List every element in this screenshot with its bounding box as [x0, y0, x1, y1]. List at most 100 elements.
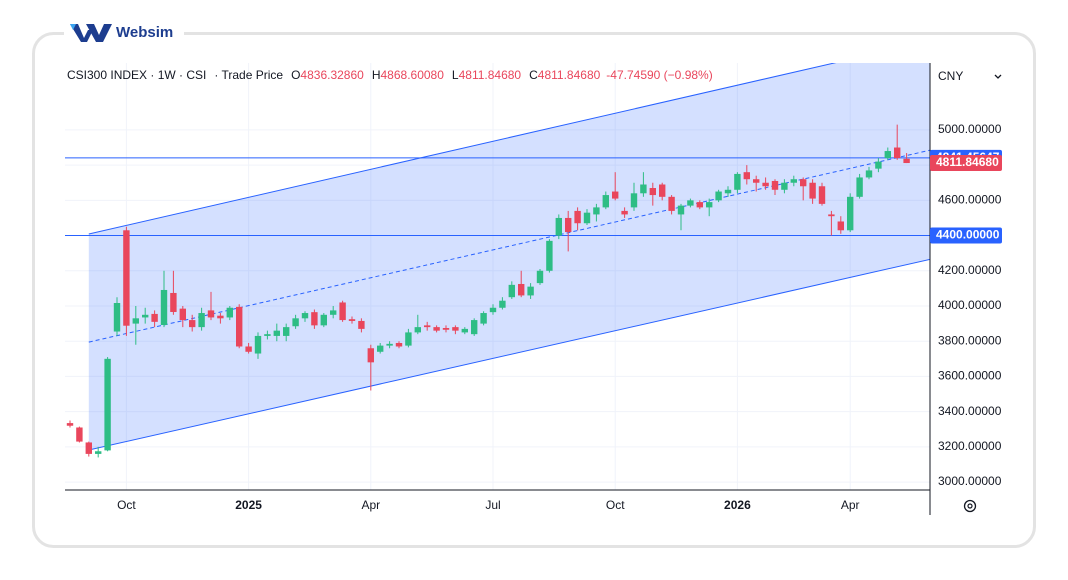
- channel-lower: [88, 258, 930, 451]
- candle-body: [781, 182, 788, 190]
- candle-body: [847, 196, 854, 231]
- candle-body: [518, 283, 525, 296]
- candle-body: [142, 314, 149, 318]
- candle-body: [311, 312, 318, 326]
- x-tick-label: Jul: [485, 498, 500, 512]
- candle-body: [818, 186, 826, 204]
- candle-body: [104, 358, 111, 451]
- candle-body: [480, 313, 487, 324]
- price-type: · Trade Price: [214, 68, 284, 82]
- settings-icon[interactable]: [963, 499, 977, 513]
- candle-body: [207, 310, 215, 318]
- y-tick-label: 4600.00000: [938, 193, 1002, 207]
- candle-body: [734, 173, 741, 190]
- candle-body: [828, 214, 835, 217]
- candle-body: [198, 313, 205, 328]
- line-price-label-bg: [930, 227, 1002, 244]
- candle-body: [875, 161, 882, 169]
- ohlc-value: 4836.32860: [300, 68, 364, 82]
- candle-body: [612, 191, 619, 199]
- plot: [65, 63, 930, 490]
- candle-body: [414, 327, 421, 333]
- candle-body: [358, 320, 365, 329]
- y-tick-label: 4200.00000: [938, 263, 1002, 277]
- candle-body: [461, 328, 468, 333]
- candle-body: [659, 184, 666, 197]
- currency[interactable]: CNY: [938, 69, 963, 83]
- candle-body: [565, 217, 572, 233]
- x-tick-label: Oct: [606, 498, 625, 512]
- candle-body: [273, 330, 280, 336]
- candle-body: [85, 442, 92, 454]
- candle-body: [499, 300, 506, 308]
- y-tick-label: 3800.00000: [938, 333, 1002, 347]
- y-tick-label: 5000.00000: [938, 122, 1002, 136]
- ohlc-value: 4811.84680: [537, 68, 601, 82]
- ohlc-value: 4811.84680: [458, 68, 522, 82]
- x-tick-label: 2026: [724, 498, 751, 512]
- change: -47.74590 (−0.98%): [606, 68, 713, 82]
- candle-body: [76, 427, 83, 442]
- candle-body: [226, 307, 233, 318]
- candle-body: [433, 327, 440, 331]
- candle-body: [771, 180, 779, 190]
- candle-body: [424, 325, 431, 328]
- candle-body: [583, 212, 591, 224]
- x-tick-label: 2025: [235, 498, 262, 512]
- candle-body: [884, 151, 891, 159]
- candle-body: [621, 210, 628, 215]
- candle-body: [894, 147, 901, 159]
- x-tick-label: Apr: [361, 498, 380, 512]
- candle-body: [706, 202, 713, 208]
- frame: [32, 32, 1036, 548]
- candle-body: [724, 189, 732, 194]
- candle-body: [132, 318, 139, 324]
- candle-body: [217, 315, 224, 319]
- candle-body: [800, 179, 807, 187]
- candle-body: [395, 342, 403, 347]
- candle-body: [292, 318, 299, 327]
- candle-body: [471, 320, 478, 335]
- candle-body: [189, 320, 196, 328]
- candle-body: [696, 202, 703, 208]
- candle-body: [865, 170, 873, 178]
- candle-body: [264, 334, 271, 336]
- candle-body: [320, 314, 327, 326]
- candle-body: [668, 196, 675, 211]
- candle-body: [386, 343, 393, 346]
- candle-body: [809, 182, 816, 199]
- candle-body: [330, 310, 337, 315]
- candle-body: [245, 346, 252, 352]
- channel-fill: [88, 63, 930, 451]
- candle-body: [367, 348, 374, 363]
- candle-body: [649, 188, 656, 196]
- candle-body: [640, 184, 647, 194]
- candle-body: [790, 179, 797, 183]
- last-price-label-bg: [930, 155, 1002, 172]
- currency-chevron[interactable]: [994, 74, 1002, 79]
- ohlc-label: O: [291, 68, 301, 82]
- ohlc: O4836.32860 H4868.60080 L4811.84680 C4811.8…: [283, 68, 600, 82]
- last-price-label: 4811.84680: [936, 155, 999, 169]
- symbol: CSI300 INDEX · 1W · CSI: [67, 68, 207, 82]
- candle-body: [179, 308, 186, 321]
- candle-body: [405, 332, 412, 346]
- x-tick-label: Oct: [117, 498, 136, 512]
- candle-body: [677, 205, 685, 215]
- y-tick-label: 3600.00000: [938, 369, 1002, 383]
- candle-body: [546, 240, 553, 271]
- candle-body: [753, 179, 760, 183]
- candle-body: [160, 289, 168, 326]
- candle-body: [301, 313, 309, 319]
- candle-body: [113, 303, 121, 332]
- candle-body: [508, 284, 515, 298]
- channel-upper: [88, 63, 837, 235]
- y-tick-label: 3000.00000: [938, 474, 1002, 488]
- x-tick-label: Apr: [841, 498, 860, 512]
- candle-body: [555, 217, 562, 236]
- candle-body: [574, 210, 581, 224]
- candle-body: [95, 451, 102, 454]
- brand: Websim: [116, 24, 173, 41]
